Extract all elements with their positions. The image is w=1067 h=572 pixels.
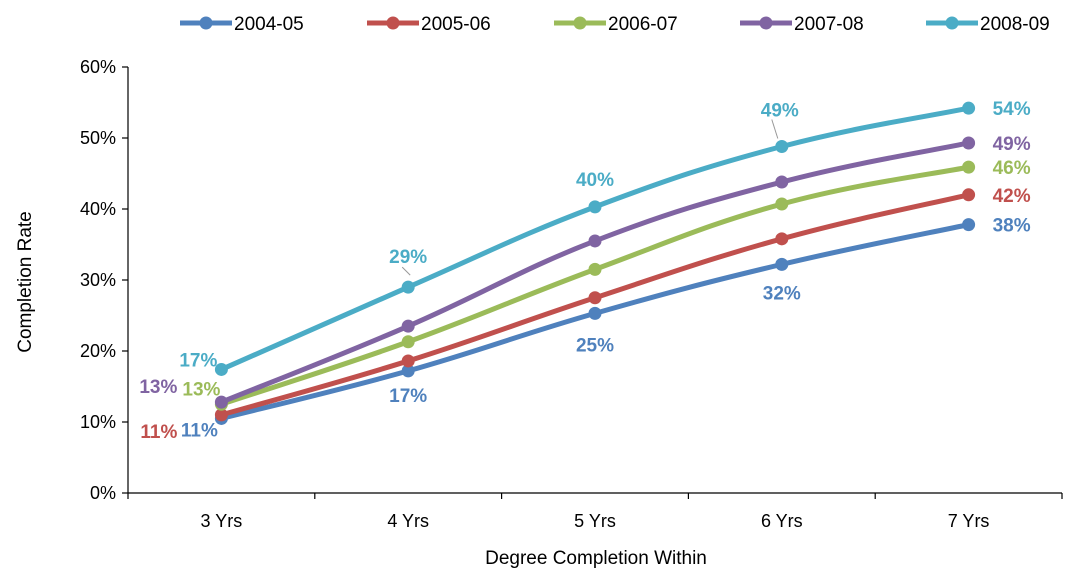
legend-label: 2004-05 xyxy=(234,14,304,35)
data-point xyxy=(775,175,789,189)
data-point xyxy=(962,160,976,174)
leader-line xyxy=(401,266,411,276)
series-line-2005-06 xyxy=(218,192,972,418)
data-label: 17% xyxy=(179,350,217,371)
data-label: 32% xyxy=(763,283,801,304)
data-point xyxy=(588,200,602,214)
data-point xyxy=(962,188,976,202)
data-point xyxy=(401,280,415,294)
data-point xyxy=(214,408,228,422)
x-tick-label: 3 Yrs xyxy=(201,511,243,531)
data-point xyxy=(962,101,976,115)
data-label: 49% xyxy=(993,134,1031,155)
data-point xyxy=(775,140,789,154)
data-label: 42% xyxy=(993,186,1031,207)
legend-label: 2005-06 xyxy=(421,14,491,35)
data-label: 38% xyxy=(993,216,1031,237)
leader-line xyxy=(771,119,779,139)
y-tick-label: 10% xyxy=(80,412,116,432)
data-label: 25% xyxy=(576,335,614,356)
y-tick-label: 60% xyxy=(80,57,116,77)
data-point xyxy=(214,362,228,376)
data-label: 29% xyxy=(389,247,427,268)
data-point xyxy=(401,364,415,378)
y-tick-label: 30% xyxy=(80,270,116,290)
data-points xyxy=(214,101,976,425)
data-point xyxy=(214,395,228,409)
legend-label: 2006-07 xyxy=(608,14,678,35)
data-point xyxy=(775,197,789,211)
legend-marker xyxy=(759,16,773,30)
data-label: 46% xyxy=(993,158,1031,179)
legend-marker xyxy=(945,16,959,30)
legend-marker xyxy=(199,16,213,30)
y-tick-label: 40% xyxy=(80,199,116,219)
data-point xyxy=(588,262,602,276)
x-tick-label: 6 Yrs xyxy=(761,511,803,531)
data-point xyxy=(775,257,789,271)
data-point xyxy=(401,354,415,368)
legend-label: 2008-09 xyxy=(980,14,1050,35)
data-point xyxy=(588,306,602,320)
data-point xyxy=(962,136,976,150)
x-tick-label: 4 Yrs xyxy=(387,511,429,531)
y-tick-label: 50% xyxy=(80,128,116,148)
data-label: 40% xyxy=(576,170,614,191)
axis-titles: Degree Completion Within Completion Rate xyxy=(15,211,707,569)
legend: 2004-05 2005-06 2006-07 2007-08 2008-09 xyxy=(180,14,1050,35)
legend-marker xyxy=(573,16,587,30)
data-point xyxy=(588,234,602,248)
data-label: 54% xyxy=(993,99,1031,120)
data-point xyxy=(588,291,602,305)
data-point xyxy=(401,319,415,333)
data-label: 11% xyxy=(181,420,218,441)
data-label: 49% xyxy=(761,101,799,122)
data-label: 13% xyxy=(182,379,220,400)
legend-marker xyxy=(386,16,400,30)
data-point xyxy=(962,218,976,232)
data-label: 11% xyxy=(140,422,177,443)
x-tick-label: 7 Yrs xyxy=(948,511,990,531)
data-point xyxy=(401,335,415,349)
data-label: 17% xyxy=(389,386,427,407)
y-tick-label: 0% xyxy=(90,483,116,503)
x-axis-title: Degree Completion Within xyxy=(485,548,707,569)
data-point xyxy=(775,232,789,246)
y-axis-title: Completion Rate xyxy=(15,211,36,353)
y-tick-label: 20% xyxy=(80,341,116,361)
data-label: 13% xyxy=(139,377,177,398)
legend-label: 2007-08 xyxy=(794,14,864,35)
data-labels: 11% 17% 25% 32% 38% 11% 42% 13% 46% 13% 49% 17% 29% 4… xyxy=(139,99,1030,443)
x-tick-label: 5 Yrs xyxy=(574,511,616,531)
axes: 0% 10% 20% 30% 40% 50% 60% 3 Yrs 4 Yrs 5 Yrs 6 Yrs… xyxy=(80,57,1063,531)
